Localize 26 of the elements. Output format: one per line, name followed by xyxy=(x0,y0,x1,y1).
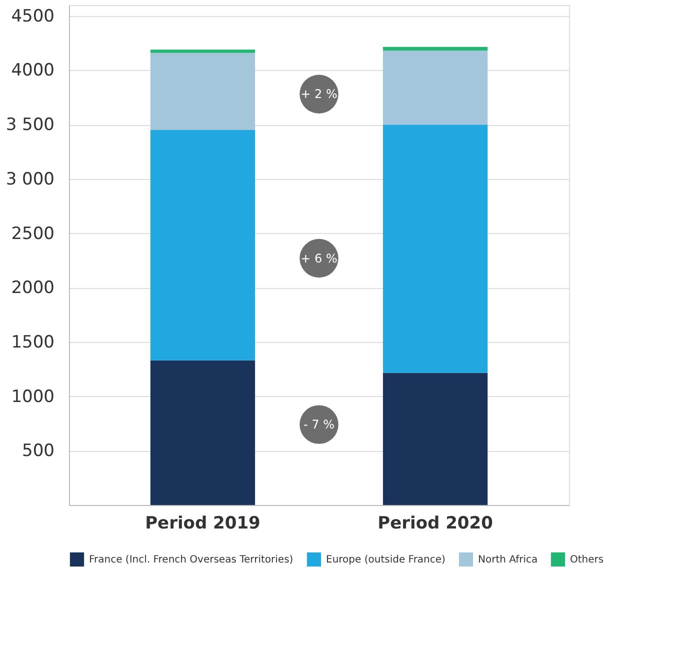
y-tick-label: 3 000 xyxy=(6,169,54,190)
bar xyxy=(150,50,256,53)
bar xyxy=(150,360,256,505)
y-tick-label: 4500 xyxy=(11,6,54,26)
bar xyxy=(150,52,256,130)
y-tick-label: 3 500 xyxy=(6,115,54,136)
legend-label: France (Incl. French Overseas Territories) xyxy=(89,554,294,566)
y-tick-label: 500 xyxy=(22,441,54,462)
annotation: + 6 % xyxy=(300,251,338,266)
y-tick-label: 1000 xyxy=(11,386,54,407)
bar xyxy=(150,130,256,360)
annotation: + 2 % xyxy=(300,87,338,102)
bar xyxy=(382,372,488,505)
legend-label: North Africa xyxy=(478,554,538,566)
x-tick-label: Period 2019 xyxy=(145,514,260,534)
y-tick-label: 2500 xyxy=(11,224,54,244)
x-tick-label: Period 2020 xyxy=(378,514,494,534)
annotation: - 7 % xyxy=(304,418,334,432)
bar xyxy=(382,124,488,373)
y-tick-label: 1500 xyxy=(11,332,54,352)
bar xyxy=(382,50,488,125)
y-tick-label: 2000 xyxy=(11,278,54,298)
y-tick-label: 4000 xyxy=(11,60,54,81)
legend-label: Others xyxy=(570,554,604,566)
bar xyxy=(382,46,488,51)
legend-label: Europe (outside France) xyxy=(326,554,446,566)
